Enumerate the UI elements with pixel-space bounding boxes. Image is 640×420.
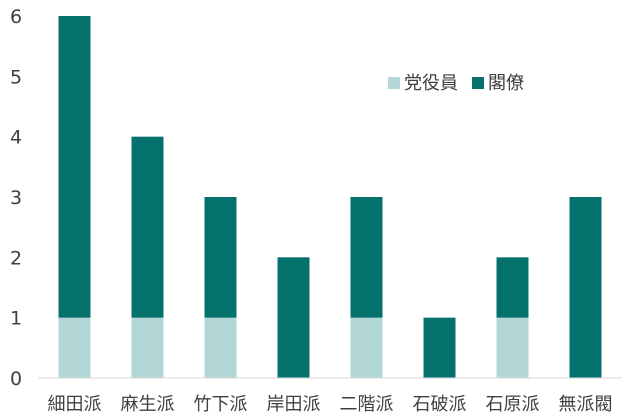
bar-segment-cabinet bbox=[58, 16, 91, 318]
x-tick-label: 石原派 bbox=[486, 394, 540, 415]
bar-segment-cabinet bbox=[496, 257, 529, 318]
bar-segment-cabinet bbox=[423, 317, 456, 378]
y-tick-label: 5 bbox=[10, 66, 22, 88]
bar-segment-party-officer bbox=[204, 317, 237, 378]
legend-label-cabinet: 閣僚 bbox=[488, 73, 524, 94]
bar-segment-party-officer bbox=[58, 317, 91, 378]
bar-segment-party-officer bbox=[350, 317, 383, 378]
y-tick-label: 6 bbox=[10, 6, 22, 28]
x-tick-label: 竹下派 bbox=[194, 394, 248, 415]
bar-segment-party-officer bbox=[496, 317, 529, 378]
x-tick-label: 石破派 bbox=[413, 394, 467, 415]
legend-label-party-officer: 党役員 bbox=[404, 73, 458, 94]
y-tick-label: 1 bbox=[10, 308, 22, 330]
bar-segment-cabinet bbox=[277, 257, 310, 378]
y-tick-label: 4 bbox=[10, 127, 22, 149]
legend-swatch-cabinet bbox=[472, 77, 484, 89]
legend: 党役員 閣僚 bbox=[388, 73, 524, 94]
bar-segment-cabinet bbox=[350, 197, 383, 318]
x-tick-label: 岸田派 bbox=[267, 394, 321, 415]
x-tick-label: 二階派 bbox=[340, 394, 394, 415]
x-tick-label: 無派閥 bbox=[559, 394, 613, 415]
bar-segment-cabinet bbox=[204, 197, 237, 318]
bar-segment-cabinet bbox=[131, 136, 164, 318]
x-tick-label: 麻生派 bbox=[121, 394, 175, 415]
bars-group bbox=[58, 16, 602, 378]
y-tick-label: 2 bbox=[10, 247, 22, 269]
y-axis-ticks: 0 1 2 3 4 5 6 bbox=[10, 6, 22, 390]
legend-swatch-party-officer bbox=[388, 77, 400, 89]
x-axis-ticks: 細田派 麻生派 竹下派 岸田派 二階派 石破派 石原派 無派閥 bbox=[48, 394, 613, 415]
y-tick-label: 0 bbox=[10, 368, 22, 390]
bar-segment-party-officer bbox=[131, 317, 164, 378]
x-tick-label: 細田派 bbox=[48, 394, 102, 415]
bar-segment-cabinet bbox=[569, 197, 602, 378]
y-tick-label: 3 bbox=[10, 187, 22, 209]
